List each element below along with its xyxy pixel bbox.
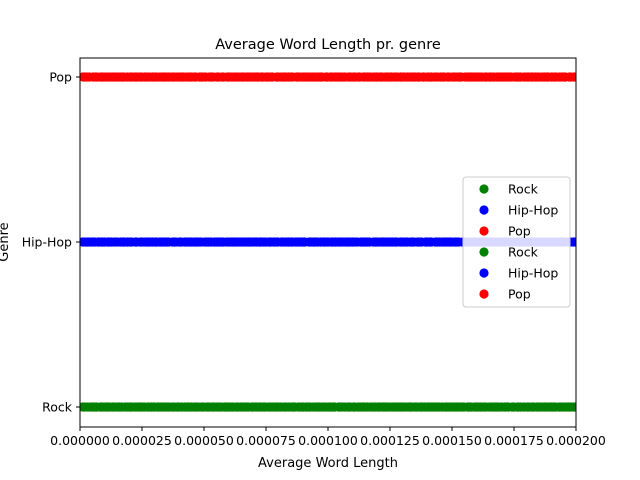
data-point-pop — [571, 72, 576, 82]
legend-label: Hip-Hop — [508, 203, 558, 218]
legend-marker — [479, 247, 489, 257]
legend-label: Hip-Hop — [508, 266, 558, 281]
x-axis: 0.000000 0.000025 0.000050 0.000075 0.000100… — [50, 427, 606, 448]
y-axis: Rock Hip-Hop Pop — [22, 70, 80, 415]
x-tick-label: 0.000050 — [174, 433, 234, 448]
legend-frame — [462, 176, 571, 308]
y-tick-label: Hip-Hop — [22, 235, 72, 250]
x-tick-label: 0.000100 — [298, 433, 358, 448]
points-layer — [80, 72, 576, 412]
x-tick-label: 0.000200 — [546, 433, 606, 448]
x-tick-label: 0.000075 — [236, 433, 296, 448]
legend-label: Rock — [508, 182, 539, 197]
legend-label: Pop — [508, 287, 531, 302]
x-tick-label: 0.000125 — [360, 433, 420, 448]
x-tick-label: 0.000000 — [50, 433, 110, 448]
x-tick-label: 0.000150 — [422, 433, 482, 448]
legend-marker — [479, 226, 489, 236]
legend-marker — [479, 184, 489, 194]
y-tick-label: Pop — [49, 70, 72, 85]
x-tick-label: 0.000025 — [112, 433, 172, 448]
data-point-rock — [571, 402, 576, 412]
x-axis-label: Average Word Length — [258, 456, 398, 471]
legend: Rock Hip-Hop Pop Rock Hip-Hop Pop — [462, 176, 571, 308]
y-axis-label: Genre — [0, 222, 12, 261]
data-point-hip-hop — [571, 237, 576, 247]
legend-marker — [479, 289, 489, 299]
x-tick-label: 0.000175 — [484, 433, 544, 448]
legend-label: Rock — [508, 245, 539, 260]
legend-marker — [479, 205, 489, 215]
legend-label: Pop — [508, 224, 531, 239]
legend-marker — [479, 268, 489, 278]
chart-title: Average Word Length pr. genre — [215, 37, 441, 53]
y-tick-label: Rock — [42, 400, 73, 415]
